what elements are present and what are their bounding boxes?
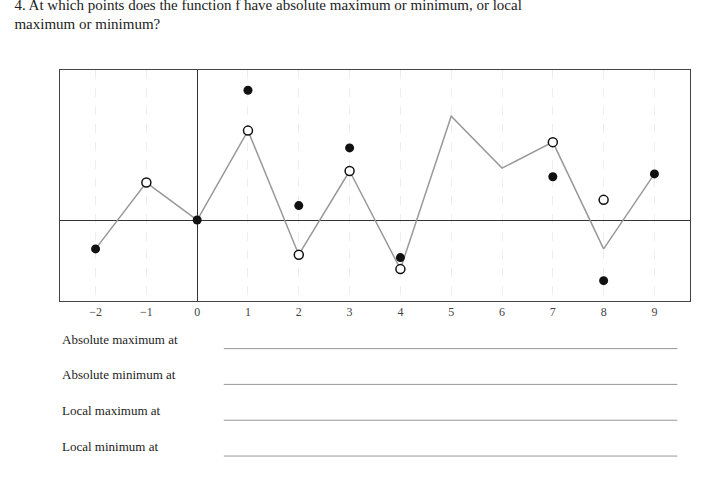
svg-text:5: 5: [448, 305, 454, 319]
svg-text:Local minimum at: Local minimum at: [62, 439, 158, 454]
svg-text:2: 2: [296, 305, 302, 319]
svg-text:0: 0: [194, 305, 200, 319]
svg-text:3: 3: [347, 305, 353, 319]
svg-text:1: 1: [245, 305, 251, 319]
svg-text:4. At which points does the fu: 4. At which points does the function f h…: [14, 0, 521, 32]
svg-text:Absolute minimum at: Absolute minimum at: [62, 367, 176, 382]
svg-text:−2: −2: [89, 305, 102, 319]
svg-text:8: 8: [601, 305, 607, 319]
svg-text:6: 6: [499, 305, 505, 319]
svg-text:4: 4: [397, 305, 403, 319]
svg-text:9: 9: [651, 305, 657, 319]
svg-text:7: 7: [550, 305, 556, 319]
svg-text:Absolute maximum at: Absolute maximum at: [62, 332, 178, 347]
svg-text:Local maximum at: Local maximum at: [62, 403, 161, 418]
svg-text:−1: −1: [140, 305, 153, 319]
